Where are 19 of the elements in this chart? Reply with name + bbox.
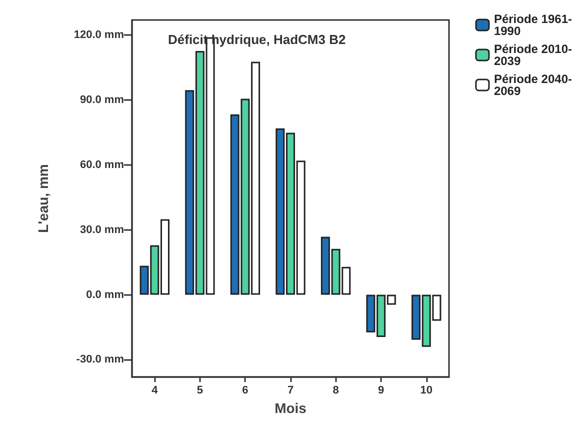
legend-label: Période 2010-2039: [494, 42, 572, 68]
y-tick-label: 30.0 mm: [80, 224, 124, 236]
x-tick-label: 4: [152, 384, 159, 396]
y-tick-label: -30.0 mm: [76, 354, 124, 366]
legend-label: Période 2040-2069: [494, 72, 572, 98]
y-axis-title: L'eau, mm: [35, 164, 51, 233]
x-tick-label: 5: [196, 384, 203, 396]
text: Déficit hydrique, HadCM3 B2: [168, 32, 346, 47]
x-tick-label: 9: [378, 384, 384, 396]
x-tick-label: 8: [332, 384, 339, 396]
y-tick-label: 0.0 mm: [86, 288, 124, 301]
y-tick-label: 90.0 mm: [80, 94, 124, 106]
x-tick-label: 7: [287, 384, 294, 396]
x-axis-title: Mois: [274, 400, 307, 416]
y-tick-label: 120.0 mm: [74, 29, 124, 42]
x-tick-label: 6: [242, 384, 248, 396]
legend-label: Période 1961-1990: [494, 12, 572, 38]
y-tick-label: 60.0 mm: [80, 158, 124, 171]
x-tick-label: 10: [420, 384, 432, 396]
